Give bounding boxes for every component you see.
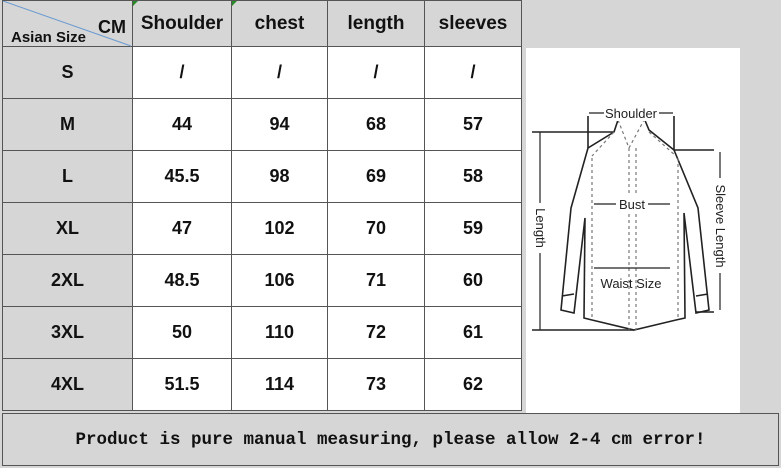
measurement-cell-length: 68 — [327, 98, 425, 151]
measurement-cell-shoulder: 50 — [132, 306, 232, 359]
diagonal-line — [3, 1, 132, 47]
size-cell: 3XL — [2, 306, 133, 359]
table-row: 3XL 50 110 72 61 — [2, 306, 522, 359]
measurement-cell-chest: 110 — [231, 306, 328, 359]
header-sleeves: sleeves — [424, 0, 522, 47]
table-row: 4XL 51.5 114 73 62 — [2, 358, 522, 411]
measurement-cell-length: 69 — [327, 150, 425, 203]
measurement-note: Product is pure manual measuring, please… — [2, 413, 779, 466]
header-shoulder: Shoulder — [132, 0, 232, 47]
size-cell: M — [2, 98, 133, 151]
size-cell: L — [2, 150, 133, 203]
header-chest: chest — [231, 0, 328, 47]
table-row: L 45.5 98 69 58 — [2, 150, 522, 203]
measurement-cell-chest: 102 — [231, 202, 328, 255]
shoulder-label: Shoulder — [605, 106, 658, 121]
measurement-cell-shoulder: / — [132, 46, 232, 99]
unit-label: CM — [98, 17, 126, 37]
measurement-cell-chest: 98 — [231, 150, 328, 203]
measurement-cell-sleeves: 57 — [424, 98, 522, 151]
measurement-cell-sleeves: 59 — [424, 202, 522, 255]
table-row: M 44 94 68 57 — [2, 98, 522, 151]
measurement-cell-shoulder: 45.5 — [132, 150, 232, 203]
measurement-cell-chest: 106 — [231, 254, 328, 307]
measurement-cell-sleeves: / — [424, 46, 522, 99]
measurement-cell-sleeves: 62 — [424, 358, 522, 411]
size-cell: 2XL — [2, 254, 133, 307]
shirt-outline — [532, 116, 714, 331]
measurement-cell-length: 72 — [327, 306, 425, 359]
measurement-cell-chest: / — [231, 46, 328, 99]
size-cell: 4XL — [2, 358, 133, 411]
size-cell: S — [2, 46, 133, 99]
measurement-cell-shoulder: 47 — [132, 202, 232, 255]
measurement-cell-length: 70 — [327, 202, 425, 255]
measurement-cell-length: 71 — [327, 254, 425, 307]
measurement-cell-sleeves: 58 — [424, 150, 522, 203]
header-length: length — [327, 0, 425, 47]
size-label: Asian Size — [11, 29, 87, 46]
shirt-measurement-diagram: Shoulder Bust Waist Size Length Sleeve L… — [526, 48, 740, 413]
size-chart-table: CM Asian Size Shoulder chest length slee… — [2, 0, 522, 411]
measurement-cell-shoulder: 44 — [132, 98, 232, 151]
size-cell: XL — [2, 202, 133, 255]
measurement-cell-sleeves: 61 — [424, 306, 522, 359]
sleeve-length-label: Sleeve Length — [713, 184, 728, 267]
table-row: XL 47 102 70 59 — [2, 202, 522, 255]
measurement-cell-chest: 114 — [231, 358, 328, 411]
length-label: Length — [533, 208, 548, 248]
measurement-cell-length: / — [327, 46, 425, 99]
corner-header-cell: CM Asian Size — [2, 0, 133, 47]
measurement-cell-shoulder: 51.5 — [132, 358, 232, 411]
table-row: 2XL 48.5 106 71 60 — [2, 254, 522, 307]
measurement-cell-sleeves: 60 — [424, 254, 522, 307]
table-row: S / / / / — [2, 46, 522, 99]
bust-label: Bust — [619, 197, 645, 212]
waist-label: Waist Size — [601, 276, 662, 291]
measurement-cell-shoulder: 48.5 — [132, 254, 232, 307]
header-row: CM Asian Size Shoulder chest length slee… — [2, 0, 522, 47]
measurement-cell-chest: 94 — [231, 98, 328, 151]
measurement-cell-length: 73 — [327, 358, 425, 411]
